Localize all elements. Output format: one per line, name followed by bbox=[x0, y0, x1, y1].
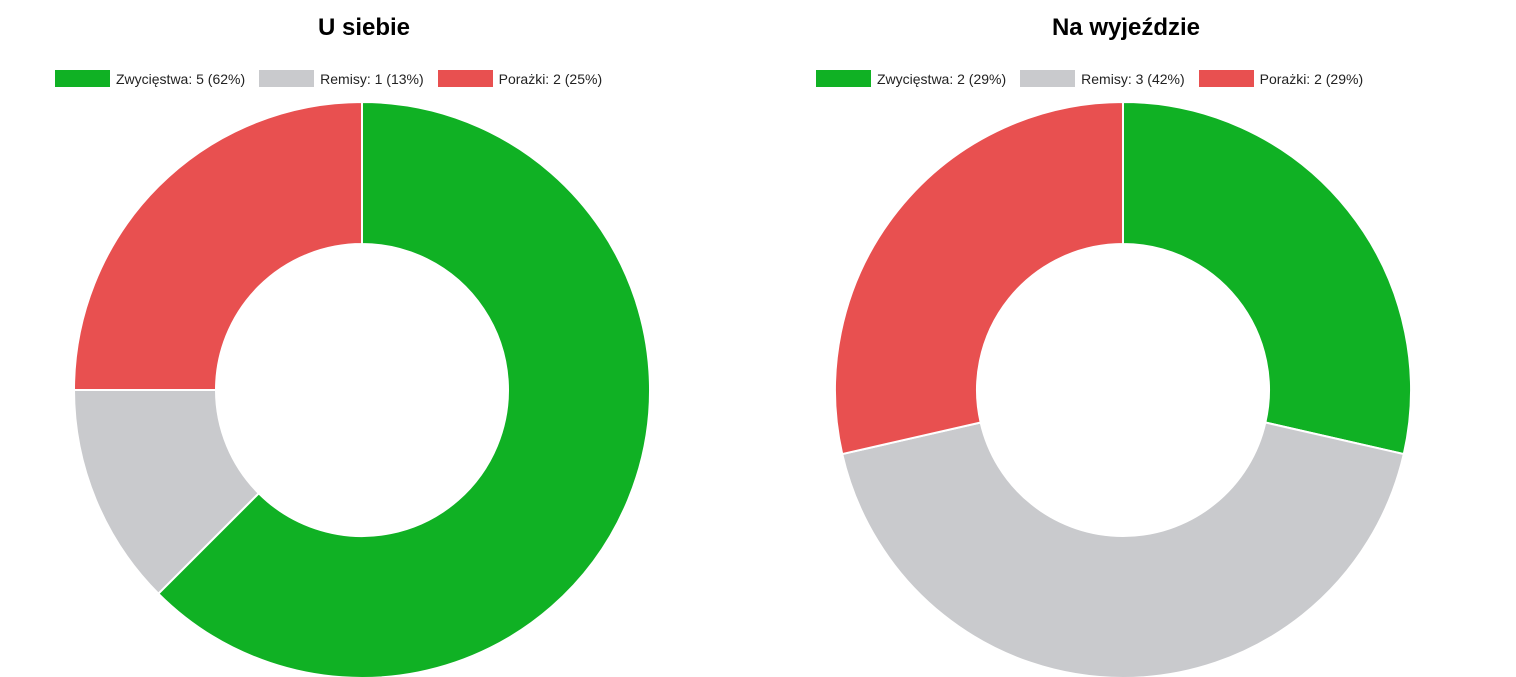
donut-slice-porazki[interactable] bbox=[834, 100, 1124, 456]
legend-swatch bbox=[259, 70, 315, 87]
legend-label: Porażki: 2 (29%) bbox=[1259, 70, 1364, 87]
legend-label: Remisy: 1 (13%) bbox=[320, 70, 424, 87]
legend-swatch bbox=[1020, 70, 1076, 87]
legend-label: Zwycięstwa: 2 (29%) bbox=[877, 70, 1007, 87]
donut-slice-remisy[interactable] bbox=[841, 421, 1405, 677]
legend-item-losses[interactable]: Porażki: 2 (29%) bbox=[1198, 70, 1364, 87]
donut-chart bbox=[72, 100, 651, 677]
legend-swatch bbox=[1198, 70, 1254, 87]
chart-legend: Zwycięstwa: 5 (62%) Remisy: 1 (13%) Pora… bbox=[55, 70, 616, 87]
chart-title: Na wyjeździe bbox=[1051, 14, 1201, 41]
home-chart-panel: U siebie Zwycięstwa: 5 (62%) Remisy: 1 (… bbox=[55, 14, 651, 677]
legend-label: Remisy: 3 (42%) bbox=[1081, 70, 1185, 87]
legend-swatch bbox=[437, 70, 493, 87]
legend-label: Zwycięstwa: 5 (62%) bbox=[116, 70, 246, 87]
donut-chart bbox=[834, 100, 1412, 677]
away-chart-panel: Na wyjeździe Zwycięstwa: 2 (29%) Remisy:… bbox=[758, 0, 1516, 677]
legend-label: Porażki: 2 (25%) bbox=[498, 70, 603, 87]
legend-swatch bbox=[816, 70, 871, 87]
legend-item-wins[interactable]: Zwycięstwa: 2 (29%) bbox=[816, 70, 1006, 87]
legend-item-draws[interactable]: Remisy: 1 (13%) bbox=[259, 70, 424, 87]
legend-item-wins[interactable]: Zwycięstwa: 5 (62%) bbox=[55, 70, 245, 87]
chart-title: U siebie bbox=[317, 14, 411, 41]
chart-legend: Zwycięstwa: 2 (29%) Remisy: 3 (42%) Pora… bbox=[816, 70, 1377, 87]
legend-swatch bbox=[55, 70, 110, 87]
legend-item-draws[interactable]: Remisy: 3 (42%) bbox=[1020, 70, 1185, 87]
donut-slice-zwyciestwa[interactable] bbox=[156, 100, 651, 677]
donut-slice-porazki[interactable] bbox=[72, 100, 363, 391]
legend-item-losses[interactable]: Porażki: 2 (25%) bbox=[437, 70, 603, 87]
donut-slice-zwyciestwa[interactable] bbox=[1122, 100, 1412, 456]
